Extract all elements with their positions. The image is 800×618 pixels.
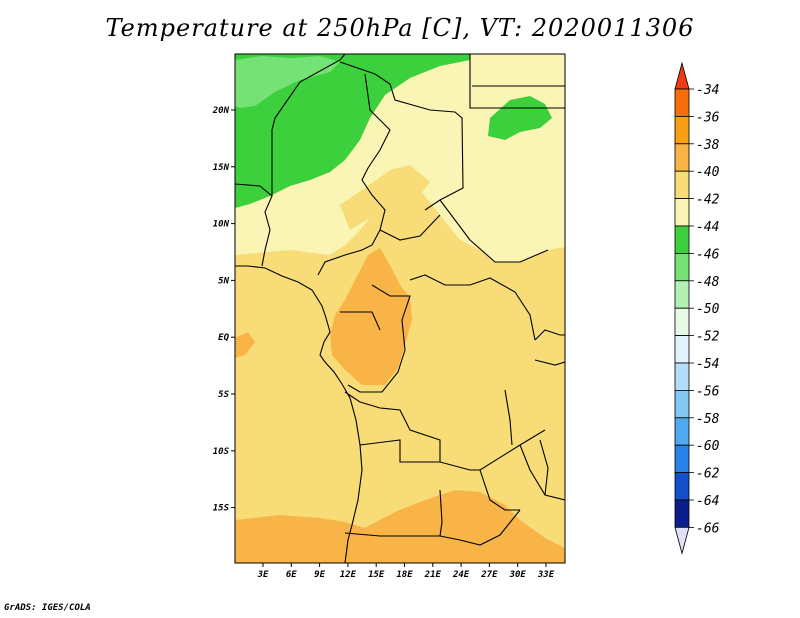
- y-tick-label: 10S: [213, 447, 230, 457]
- y-tick-label: 20N: [212, 106, 230, 116]
- plot-frame: [234, 53, 566, 564]
- colorbar-bottom-arrow: [674, 527, 690, 555]
- colorbar-swatch: [674, 88, 690, 117]
- colorbar-swatch: [674, 170, 690, 199]
- colorbar-label: -60: [696, 439, 720, 454]
- colorbar-label: -36: [696, 110, 720, 125]
- colorbar-swatch: [674, 335, 690, 364]
- colorbar-label: -48: [696, 275, 720, 290]
- colorbar-swatch: [674, 280, 690, 309]
- colorbar-label: -64: [696, 494, 719, 509]
- colorbar-label: -56: [696, 384, 720, 399]
- colorbar-swatch: [674, 389, 690, 419]
- x-tick-label: 30E: [509, 570, 527, 580]
- x-tick-label: 24E: [452, 570, 470, 580]
- colorbar-label: -44: [696, 220, 719, 235]
- y-tick-label: 5N: [218, 276, 229, 286]
- field-region-light-orange: [235, 190, 565, 563]
- colorbar: -34 -36 -38 -40 -42 -44 -46 -48 -50 -52 -54 -56 -58 -…: [674, 61, 720, 555]
- colorbar-swatch: [674, 225, 690, 254]
- field-region-orange: [330, 248, 412, 385]
- y-tick-label: 10N: [213, 220, 230, 230]
- colorbar-swatch: [674, 143, 690, 172]
- colorbar-swatch: [674, 116, 690, 145]
- colorbar-label: -66: [696, 521, 720, 536]
- x-tick-label: 33E: [537, 570, 555, 580]
- colorbar-label: -58: [696, 412, 720, 427]
- field-region-orange: [235, 490, 565, 563]
- y-tick-label: EQ: [218, 333, 229, 343]
- x-tick-label: 9E: [314, 570, 325, 580]
- x-tick-label: 21E: [424, 570, 442, 580]
- y-tick-label: 5S: [218, 390, 229, 400]
- colorbar-swatch: [674, 362, 690, 391]
- x-tick-label: 12E: [340, 570, 357, 580]
- borders: [235, 54, 565, 563]
- grads-credit: GrADS: IGES/COLA: [4, 603, 91, 613]
- x-tick-label: 3E: [257, 570, 269, 580]
- colorbar-swatch: [674, 198, 690, 227]
- colorbar-label: -34: [696, 83, 719, 98]
- colorbar-swatch: [674, 417, 690, 446]
- colorbar-swatch: [674, 499, 690, 528]
- x-tick-label: 6E: [286, 570, 297, 580]
- field-region-green: [235, 54, 470, 208]
- y-tick-label: 15S: [213, 504, 230, 514]
- colorbar-label: -62: [696, 467, 720, 482]
- x-tick-label: 15E: [368, 570, 385, 580]
- colorbar-label: -50: [696, 302, 720, 317]
- x-tick-label: 27E: [480, 570, 498, 580]
- colorbar-label: -42: [696, 193, 720, 208]
- map-area: [235, 54, 565, 563]
- colorbar-label: -54: [696, 357, 719, 372]
- x-axis: 3E 6E 9E 12E 15E 18E 21E 24E 27E 30E 33E: [257, 563, 555, 580]
- colorbar-label: -38: [696, 138, 720, 153]
- field-region-light-orange: [340, 165, 430, 230]
- chart-title: Temperature at 250hPa [C], VT: 202001130…: [105, 14, 695, 42]
- x-tick-label: 18E: [396, 570, 413, 580]
- colorbar-swatch: [674, 307, 690, 337]
- colorbar-swatch: [674, 252, 690, 282]
- colorbar-swatch: [674, 444, 690, 474]
- colorbar-swatch: [674, 472, 690, 501]
- field-region-orange: [235, 332, 255, 358]
- y-tick-label: 15N: [213, 163, 230, 173]
- colorbar-top-arrow: [674, 61, 690, 90]
- y-axis: 20N 15N 10N 5N EQ 5S 10S 15S: [212, 106, 235, 514]
- field-region-light-green: [235, 56, 340, 108]
- colorbar-label: -52: [696, 330, 720, 345]
- field-region-green: [488, 96, 552, 140]
- colorbar-label: -40: [696, 165, 720, 180]
- colorbar-label: -46: [696, 247, 720, 262]
